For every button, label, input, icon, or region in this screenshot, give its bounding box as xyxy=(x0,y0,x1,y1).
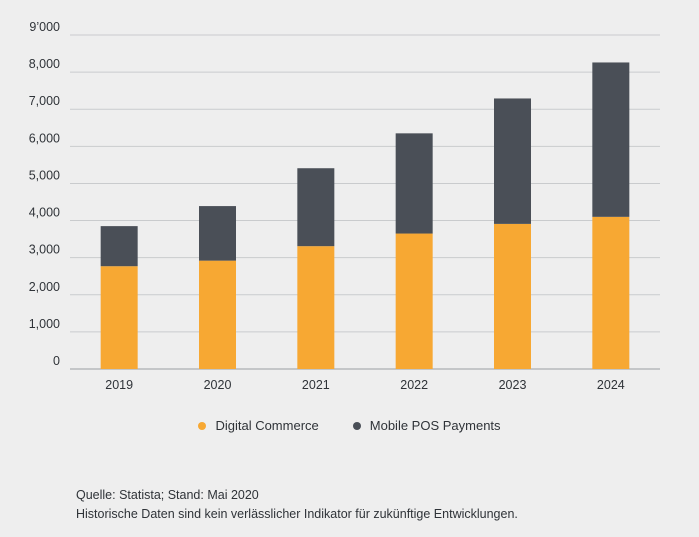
y-tick-label: 6,000 xyxy=(29,131,60,145)
y-tick-label: 8,000 xyxy=(29,57,60,71)
source-line: Quelle: Statista; Stand: Mai 2020 xyxy=(76,488,259,502)
bar-mobile-pos xyxy=(494,98,531,224)
x-tick-label: 2023 xyxy=(499,378,527,392)
legend-label-digital-commerce: Digital Commerce xyxy=(215,418,319,433)
y-tick-label: 5,000 xyxy=(29,168,60,182)
bar-mobile-pos xyxy=(395,133,433,234)
bar-digital-commerce xyxy=(100,266,138,369)
legend-dot-digital-commerce xyxy=(198,421,207,430)
x-tick-label: 2019 xyxy=(105,378,133,392)
bar-digital-commerce xyxy=(494,223,531,369)
bar-mobile-pos xyxy=(199,206,236,261)
legend-item-mobile-pos: Mobile POS Payments xyxy=(352,418,501,433)
y-tick-label: 4,000 xyxy=(29,206,60,220)
x-tick-label: 2021 xyxy=(302,378,330,392)
legend-dot-mobile-pos xyxy=(352,421,361,430)
bar-digital-commerce xyxy=(395,233,433,369)
chart-legend: Digital Commerce Mobile POS Payments xyxy=(0,418,699,433)
y-tick-label: 3,000 xyxy=(29,243,60,257)
y-tick-label: 1,000 xyxy=(29,317,60,331)
legend-label-mobile-pos: Mobile POS Payments xyxy=(369,418,501,433)
bar-mobile-pos xyxy=(297,168,335,247)
bar-mobile-pos xyxy=(100,226,138,267)
y-tick-label: 9’000 xyxy=(29,20,60,34)
disclaimer-line: Historische Daten sind kein verlässliche… xyxy=(76,507,518,521)
stacked-bar-chart: 0 1,000 2,000 3,000 4,000 5,000 6,000 7,000 8,00… xyxy=(29,20,660,392)
x-tick-label: 2022 xyxy=(400,378,428,392)
bar-digital-commerce xyxy=(199,260,236,369)
x-tick-label: 2020 xyxy=(204,378,232,392)
bar-mobile-pos xyxy=(592,62,630,217)
x-tick-label: 2024 xyxy=(597,378,625,392)
source-note: Quelle: Statista; Stand: Mai 2020 Histor… xyxy=(76,486,518,524)
bar-digital-commerce xyxy=(592,216,630,369)
legend-item-digital-commerce: Digital Commerce xyxy=(198,418,319,433)
y-tick-label: 0 xyxy=(53,354,60,368)
y-tick-label: 7,000 xyxy=(29,94,60,108)
y-tick-label: 2,000 xyxy=(29,280,60,294)
bar-digital-commerce xyxy=(297,246,335,369)
